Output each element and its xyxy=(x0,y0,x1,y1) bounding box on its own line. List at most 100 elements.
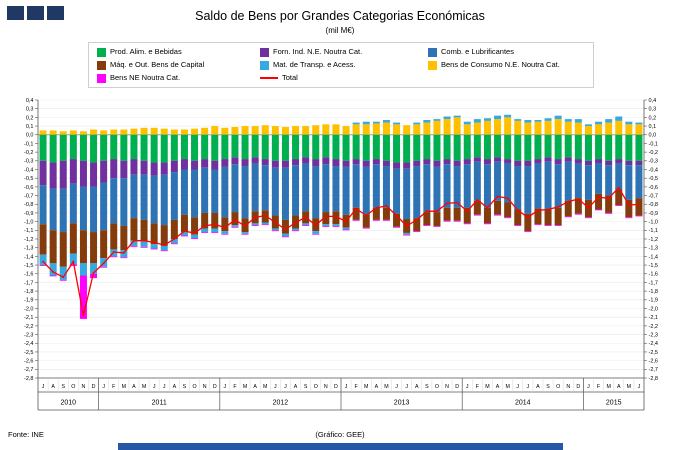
bar-segment xyxy=(372,159,380,165)
svg-text:J: J xyxy=(395,384,398,390)
total-line xyxy=(42,186,640,317)
bar-segment xyxy=(211,134,219,161)
svg-text:-2,5: -2,5 xyxy=(649,350,658,356)
bar-segment xyxy=(544,161,552,210)
bar-segment xyxy=(49,230,57,264)
bar-segment xyxy=(473,200,481,215)
bar-segment xyxy=(302,163,310,212)
legend-item-mat-de-transp-e-acess: Mat. de Transp. e Acess. xyxy=(260,60,428,70)
legend-label: Total xyxy=(282,73,298,82)
bar-segment xyxy=(352,159,360,165)
bar-segment xyxy=(130,218,138,241)
bar-segment xyxy=(382,219,390,221)
bar-segment xyxy=(110,134,118,160)
bar-segment xyxy=(342,229,350,231)
bar-segment xyxy=(241,166,249,219)
legend: Prod. Alim. e Bebidas Forn. Ind. N.E. Nou… xyxy=(88,42,594,88)
bar-segment xyxy=(79,275,87,319)
bar-segment xyxy=(544,209,552,226)
svg-text:S: S xyxy=(546,384,550,390)
svg-text:0,0: 0,0 xyxy=(26,133,34,139)
svg-text:S: S xyxy=(304,384,308,390)
bar-segment xyxy=(130,174,138,219)
bar-segment xyxy=(231,212,239,226)
legend-label: Máq. e Out. Bens de Capital xyxy=(110,60,205,69)
bar-segment xyxy=(413,218,421,232)
bar-segment xyxy=(615,116,623,121)
svg-text:-1,7: -1,7 xyxy=(649,280,658,286)
svg-text:-0,6: -0,6 xyxy=(649,185,658,191)
legend-label: Mat. de Transp. e Acess. xyxy=(273,60,356,69)
bar-segment xyxy=(595,159,603,164)
bar-segment xyxy=(59,131,67,135)
bar-segment xyxy=(261,159,269,166)
svg-text:-1,9: -1,9 xyxy=(24,298,33,304)
bar-segment xyxy=(362,160,370,167)
svg-text:D: D xyxy=(334,384,338,390)
bar-segment xyxy=(514,120,522,135)
bar-segment xyxy=(211,160,219,170)
bar-segment xyxy=(625,134,633,161)
bar-segment xyxy=(382,207,390,220)
bar-segment xyxy=(231,126,239,135)
bar-segment xyxy=(625,165,633,200)
bar-segment xyxy=(494,161,502,201)
bar-segment xyxy=(39,265,47,266)
bar-segment xyxy=(544,120,552,135)
bar-segment xyxy=(281,126,289,135)
bar-segment xyxy=(251,134,259,158)
svg-text:A: A xyxy=(617,384,621,390)
bar-segment xyxy=(372,164,380,208)
bar-segment xyxy=(595,163,603,194)
bar-segment xyxy=(635,198,643,216)
bar-segment xyxy=(494,134,502,158)
bar-segment xyxy=(281,167,289,220)
bar-segment xyxy=(473,161,481,201)
bar-segment xyxy=(342,227,350,230)
bar-segment xyxy=(90,162,98,187)
legend-label: Comb. e Lubrificantes xyxy=(441,47,514,56)
bar-segment xyxy=(443,220,451,222)
bar-segment xyxy=(494,214,502,216)
series-swatch-icon xyxy=(97,60,106,70)
bar-segment xyxy=(615,163,623,190)
bar-segment xyxy=(615,134,623,160)
bar-segment xyxy=(251,225,259,226)
bar-segment xyxy=(342,160,350,167)
bar-segment xyxy=(261,224,269,226)
bar-segment xyxy=(201,228,209,233)
svg-text:-1,1: -1,1 xyxy=(24,228,33,234)
bar-segment xyxy=(463,159,471,165)
bar-segment xyxy=(110,159,118,179)
bar-segment xyxy=(261,222,269,225)
bar-segment xyxy=(221,217,229,232)
bar-segment xyxy=(584,217,592,219)
bar-segment xyxy=(49,263,57,276)
svg-text:F: F xyxy=(112,384,116,390)
bar-segment xyxy=(231,134,239,158)
legend-label: Prod. Alim. e Bebidas xyxy=(110,47,182,56)
svg-text:-0,8: -0,8 xyxy=(649,202,658,208)
bar-segment xyxy=(524,119,532,123)
bar-segment xyxy=(292,228,300,231)
series-swatch-icon xyxy=(260,60,269,70)
svg-text:-0,6: -0,6 xyxy=(24,185,33,191)
bar-segment xyxy=(372,207,380,220)
bar-segment xyxy=(170,219,178,239)
svg-text:-0,1: -0,1 xyxy=(24,141,33,147)
bar-segment xyxy=(584,165,592,200)
bar-segment xyxy=(160,225,168,246)
bar-segment xyxy=(281,233,289,237)
svg-text:0,3: 0,3 xyxy=(26,107,34,113)
bar-segment xyxy=(322,164,330,213)
svg-text:-2,0: -2,0 xyxy=(649,306,658,312)
series-swatch-icon xyxy=(97,47,106,57)
bar-segment xyxy=(90,263,98,274)
svg-text:N: N xyxy=(82,384,86,390)
bars xyxy=(39,114,643,319)
bar-segment xyxy=(100,182,108,231)
bar-segment xyxy=(433,160,441,167)
bar-segment xyxy=(514,119,522,121)
bar-segment xyxy=(605,212,613,214)
svg-text:O: O xyxy=(314,384,318,390)
